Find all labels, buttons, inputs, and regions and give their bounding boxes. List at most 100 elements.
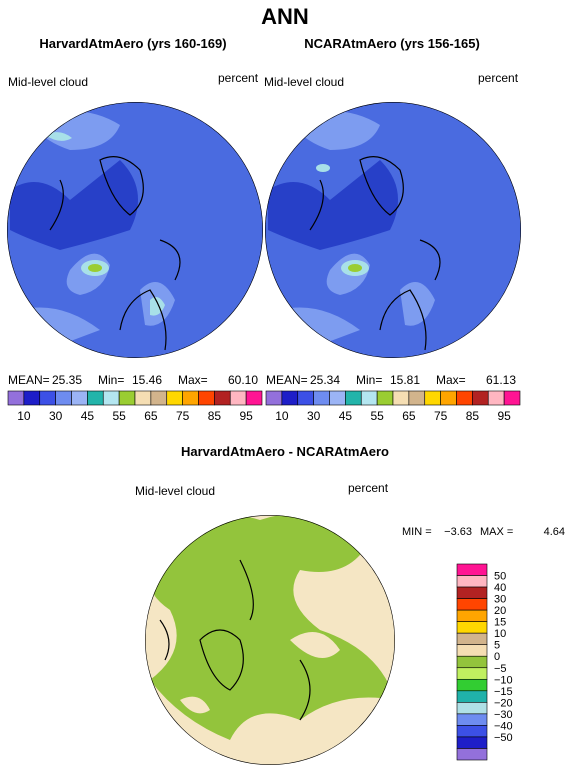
colorbar-box [392, 390, 410, 406]
colorbar-label: 85 [466, 409, 480, 423]
colorbar-box [118, 390, 136, 406]
colorbar-box [456, 586, 488, 599]
colorbar-label: 85 [208, 409, 222, 423]
colorbar-label: 65 [144, 409, 158, 423]
colorbar-box [134, 390, 152, 406]
colorbar-label: −20 [494, 697, 513, 709]
colorbar-box [329, 390, 346, 406]
colorbar-label: 0 [494, 651, 500, 663]
colorbar-box [345, 390, 362, 406]
colorbar-box [456, 702, 488, 715]
stat: Max= [178, 373, 208, 387]
colorbar-box [182, 390, 199, 406]
stats-left: MEAN= 25.35 Min= 15.46 Max= 60.10 [8, 373, 258, 387]
colorbar-box [456, 736, 488, 749]
stat: −3.63 [444, 526, 472, 538]
colorbar-label: −5 [494, 663, 507, 675]
stat: Min= [356, 373, 382, 387]
stat: MEAN= [8, 373, 50, 387]
colorbar-box [265, 390, 283, 406]
colorbar-box [472, 390, 489, 406]
colorbar-label: 40 [494, 582, 506, 594]
colorbar-label: 30 [49, 409, 63, 423]
colorbar-box [7, 390, 25, 406]
colorbar-label: 65 [402, 409, 416, 423]
colorbar-box [456, 563, 488, 576]
colorbar-label: 10 [494, 628, 506, 640]
unit-label: percent [348, 481, 389, 495]
colorbar-box [102, 390, 120, 406]
colorbar-box [456, 598, 488, 611]
colorbar-box [198, 390, 215, 406]
variable-label: Mid-level cloud [135, 484, 215, 498]
stat: MIN = [402, 526, 432, 538]
colorbar-label: −30 [494, 709, 513, 721]
unit-label: percent [478, 71, 519, 85]
colorbar-box [71, 390, 88, 406]
colorbar-label: 75 [434, 409, 448, 423]
main-title: ANN [261, 4, 309, 29]
colorbar-label: −10 [494, 674, 513, 686]
colorbar-label: 55 [112, 409, 126, 423]
panel-title: HarvardAtmAero (yrs 160-169) [39, 36, 226, 51]
colorbar-box [297, 390, 314, 406]
colorbar-label: 95 [497, 409, 511, 423]
colorbar-label: 95 [239, 409, 253, 423]
colorbar-label: 50 [494, 571, 506, 583]
colorbar-label: 55 [370, 409, 384, 423]
colorbar-box [487, 390, 505, 406]
colorbar-box [150, 390, 168, 406]
colorbar-label: 15 [494, 617, 506, 629]
colorbar-box [245, 390, 263, 406]
colorbar-box [313, 390, 330, 406]
colorbar-box [408, 390, 426, 406]
colorbar-box [456, 690, 488, 703]
colorbar-label: 30 [494, 594, 506, 606]
colorbar-label: 30 [307, 409, 321, 423]
stat: 61.13 [486, 373, 516, 387]
stat: 4.64 [544, 526, 565, 538]
colorbar-box [456, 725, 488, 738]
stat: Max= [436, 373, 466, 387]
colorbar-box [456, 655, 488, 669]
colorbar-box [456, 748, 488, 761]
colorbar-box [360, 390, 378, 406]
panel-title: NCARAtmAero (yrs 156-165) [304, 36, 480, 51]
map-right [265, 102, 521, 358]
colorbar-box [87, 390, 104, 406]
colorbar-label: 45 [81, 409, 95, 423]
colorbar-box [440, 390, 457, 406]
stat: Min= [98, 373, 124, 387]
variable-label: Mid-level cloud [264, 75, 344, 89]
colorbar-label: 75 [176, 409, 190, 423]
stats-right: MEAN= 25.34 Min= 15.81 Max= 61.13 [266, 373, 516, 387]
colorbar-box [166, 390, 183, 406]
colorbar-label: −15 [494, 686, 513, 698]
colorbar-box [503, 390, 521, 406]
colorbar-box [424, 390, 441, 406]
colorbar-box [376, 390, 394, 406]
colorbar-label: 20 [494, 605, 506, 617]
stat: 25.34 [310, 373, 340, 387]
stat: MAX = [480, 526, 513, 538]
colorbar-label: −50 [494, 732, 513, 744]
unit-label: percent [218, 71, 259, 85]
colorbar-box [55, 390, 72, 406]
colorbar-box [456, 390, 473, 406]
colorbar-box [456, 575, 488, 588]
stat: 25.35 [52, 373, 82, 387]
colorbar-box [281, 390, 299, 406]
stat: 15.81 [390, 373, 420, 387]
map-left [7, 102, 263, 358]
colorbar-label: 5 [494, 640, 500, 652]
colorbar-label: 10 [17, 409, 31, 423]
colorbar-box [456, 621, 488, 634]
map-difference [145, 515, 395, 765]
variable-label: Mid-level cloud [8, 75, 88, 89]
stat: MEAN= [266, 373, 308, 387]
colorbars: 10 30 45 55 65 75 85 95 10 30 45 55 65 75 85 9550403020… [7, 390, 521, 761]
colorbar-label: −40 [494, 720, 513, 732]
colorbar-box [456, 667, 488, 680]
